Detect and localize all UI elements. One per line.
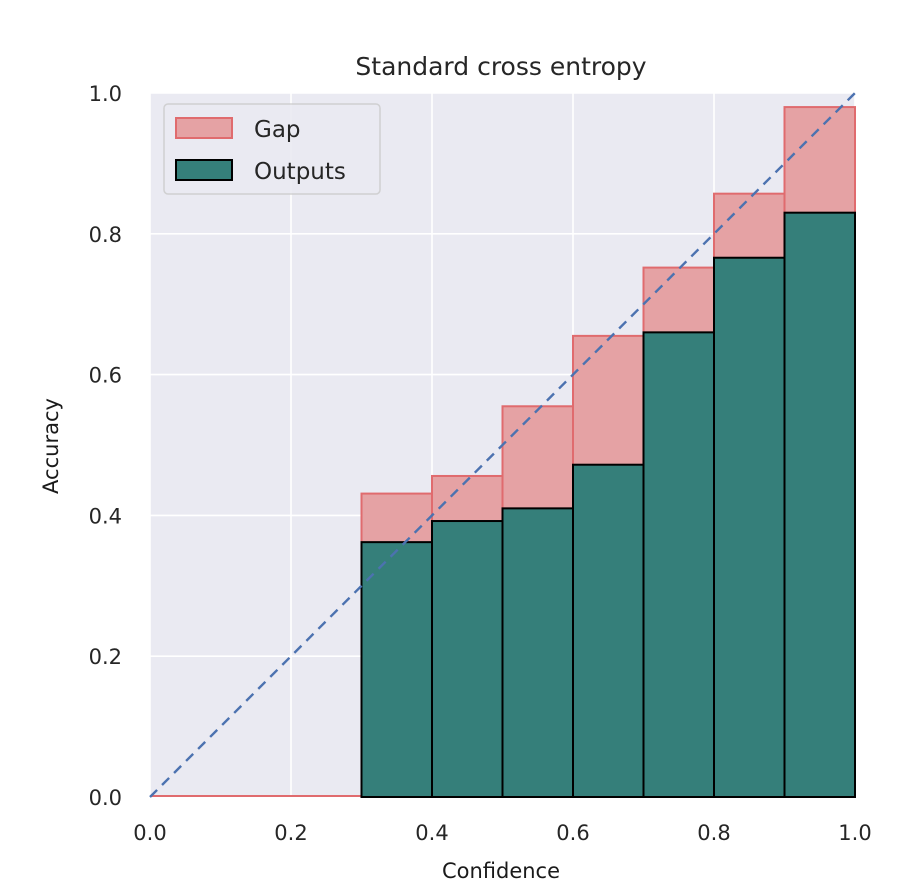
y-tick-label-3: 0.6 <box>89 364 122 388</box>
output-bar-6 <box>783 211 856 798</box>
y-tick-label-0: 0.0 <box>89 786 122 810</box>
output-bar-4 <box>642 331 715 798</box>
y-tick-label-5: 1.0 <box>89 82 122 106</box>
output-bar-2 <box>501 507 574 798</box>
y-tick-label-4: 0.8 <box>89 223 122 247</box>
y-tick-label-1: 0.2 <box>89 645 122 669</box>
x-tick-label-5: 1.0 <box>838 821 871 845</box>
output-bar-5 <box>713 256 786 798</box>
legend-gap-swatch <box>175 117 233 139</box>
x-tick-label-4: 0.8 <box>697 821 730 845</box>
x-tick-label-1: 0.2 <box>274 821 307 845</box>
legend: Gap Outputs <box>163 103 381 195</box>
bars-layer <box>150 106 856 799</box>
legend-outputs-label: Outputs <box>254 159 346 185</box>
x-axis-label: Confidence <box>442 859 560 883</box>
x-tick-label-2: 0.4 <box>415 821 448 845</box>
chart-title: Standard cross entropy <box>355 52 646 81</box>
perfect-calibration-line <box>149 92 856 798</box>
y-axis-label: Accuracy <box>39 398 63 494</box>
x-tick-label-3: 0.6 <box>556 821 589 845</box>
legend-gap-label: Gap <box>254 117 301 143</box>
x-tick-label-0: 0.0 <box>133 821 166 845</box>
x-axis-ticks: 0.0 0.2 0.4 0.6 0.8 1.0 <box>133 821 871 845</box>
y-axis-ticks: 0.0 0.2 0.4 0.6 0.8 1.0 <box>89 82 122 810</box>
legend-outputs-swatch <box>175 159 233 181</box>
y-tick-label-2: 0.4 <box>89 504 122 528</box>
output-bar-3 <box>572 463 645 798</box>
output-bar-1 <box>431 520 504 798</box>
output-bar-0 <box>360 541 433 798</box>
